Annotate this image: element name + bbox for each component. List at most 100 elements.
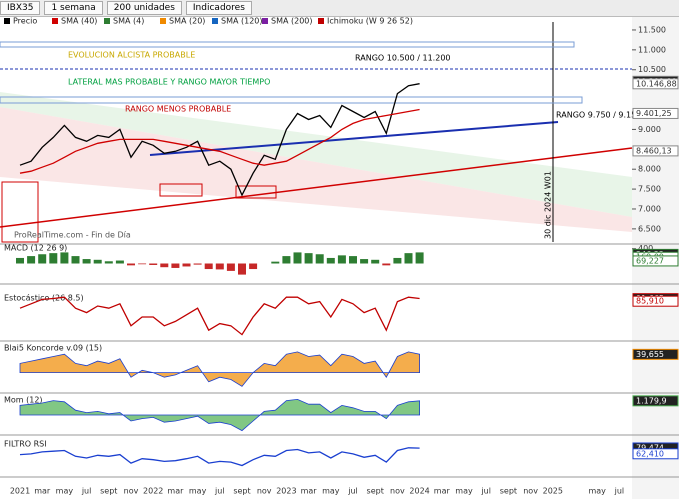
x-tick-label: sept (100, 487, 117, 496)
price-line (19, 83, 420, 197)
legend-entry: SMA (40) (61, 17, 97, 26)
x-tick-label: nov (257, 487, 272, 496)
area (19, 398, 420, 432)
x-tick-label: mar (34, 487, 51, 496)
box (235, 185, 277, 199)
hist-bar (160, 263, 169, 268)
hist-bar (82, 259, 91, 264)
legend-swatch (4, 18, 10, 24)
x-tick-label: 2023 (276, 487, 296, 496)
x-tick-label: 2025 (543, 487, 563, 496)
y-tick-label: 6.500 (638, 224, 661, 233)
price-tag-label: 1.179,9 (636, 396, 667, 405)
x-tick-label: may (455, 487, 473, 496)
legend-swatch (212, 18, 218, 24)
y-tick-label: 8.000 (638, 165, 661, 174)
hist-bar (127, 263, 135, 266)
panel-title: Estocástico (26 8.5) (4, 294, 84, 303)
channel-green (0, 92, 632, 217)
indicator-line (19, 296, 420, 336)
price-tag (632, 348, 679, 360)
legend-swatch (160, 18, 166, 24)
price-tag-label: 62,410 (636, 449, 664, 458)
x-tick-label: mar (434, 487, 451, 496)
annotation: RANGO MENOS PROBABLE (125, 105, 231, 114)
y-tick-label: 11.000 (638, 45, 666, 54)
annotation: ProRealTime.com - Fin de Día (14, 231, 131, 240)
symbol-box[interactable]: IBX35 (0, 1, 41, 15)
legend-swatch (262, 18, 268, 24)
area (19, 351, 420, 387)
x-tick-label: mar (167, 487, 184, 496)
range-box (0, 96, 583, 104)
box (159, 183, 203, 197)
hist-bar (238, 263, 246, 275)
x-tick-label: 2024 (409, 487, 429, 496)
hist-bar (315, 254, 324, 264)
price-tag (632, 145, 679, 157)
hist-bar (27, 256, 36, 264)
legend-entry: SMA (4) (113, 17, 144, 26)
x-tick-label: nov (124, 487, 139, 496)
price-tag-label: 39,655 (636, 350, 664, 359)
chart: 6.500 7.000 7.500 8.000 9.000 10.500 11.000 11.… (0, 17, 679, 499)
hist-bar (204, 263, 213, 270)
indicators-box[interactable]: Indicadores (185, 1, 252, 15)
trendline (149, 121, 559, 156)
price-line (19, 108, 420, 174)
x-tick-label: may (588, 487, 606, 496)
x-tick-label: sept (233, 487, 250, 496)
price-tag (632, 295, 679, 307)
price-tag (632, 395, 679, 407)
hist-bar (249, 263, 258, 270)
x-tick-label: nov (390, 487, 405, 496)
y-tick-label: 10.500 (638, 65, 666, 74)
trendline (0, 147, 633, 228)
hist-bar (393, 257, 402, 264)
hist-bar (271, 261, 280, 264)
price-tag-label: 69,227 (636, 256, 664, 265)
hist-bar (349, 256, 357, 264)
hist-bar (282, 256, 291, 264)
x-tick-label: jul (81, 487, 92, 496)
x-tick-label: mar (301, 487, 318, 496)
hist-bar (16, 257, 24, 264)
hist-bar (226, 263, 235, 271)
price-tag-label: 79,474 (636, 443, 664, 452)
hist-bar (115, 260, 124, 264)
hist-bar (93, 259, 102, 264)
indicator-line (19, 447, 420, 467)
legend-entry: SMA (120) (221, 17, 263, 26)
panel-title: Blai5 Koncorde v.09 (15) (4, 344, 102, 353)
panel-title: FILTRO RSI (4, 440, 47, 449)
hist-bar (104, 261, 113, 264)
x-tick-label: may (322, 487, 340, 496)
units-box[interactable]: 200 unidades (106, 1, 182, 15)
box (1, 181, 39, 243)
annotation: 30 dic 2024 W01 (544, 171, 553, 239)
hist-bar (371, 259, 380, 264)
period-box[interactable]: 1 semana (44, 1, 103, 15)
price-tag-label: 9.401,25 (636, 109, 672, 118)
hist-bar (171, 263, 180, 268)
hist-bar (193, 263, 202, 265)
x-tick-label: sept (500, 487, 517, 496)
annotation: RANGO 9.750 / 9.150 (556, 111, 641, 120)
y-tick-label: 11.500 (638, 25, 666, 34)
hist-bar (149, 263, 158, 265)
x-tick-label: jul (480, 487, 491, 496)
x-tick-label: 2022 (143, 487, 163, 496)
hist-bar (49, 253, 58, 264)
x-tick-label: jul (347, 487, 358, 496)
hist-bar (360, 259, 369, 264)
x-tick-label: may (56, 487, 74, 496)
x-tick-label: jul (214, 487, 225, 496)
y-tick-label: 7.000 (638, 204, 661, 213)
legend-entry: SMA (200) (271, 17, 313, 26)
hist-bar (60, 252, 69, 264)
x-tick-label: jul (614, 487, 625, 496)
hist-bar (404, 253, 413, 264)
hist-bar (293, 252, 302, 264)
hist-bar (182, 263, 191, 267)
